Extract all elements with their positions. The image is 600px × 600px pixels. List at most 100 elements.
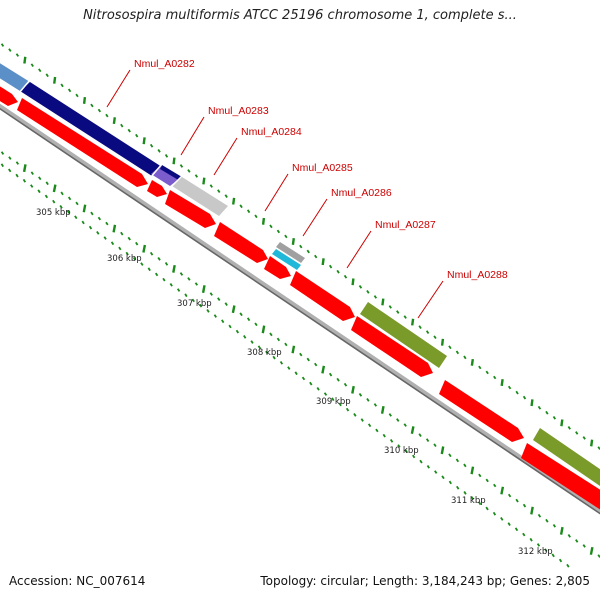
minor-tick bbox=[206, 309, 210, 313]
minor-tick bbox=[382, 433, 386, 438]
minor-tick bbox=[0, 151, 5, 155]
minor-tick bbox=[470, 496, 475, 500]
minor-tick bbox=[316, 387, 320, 391]
minor-tick bbox=[522, 532, 526, 537]
minor-tick bbox=[338, 402, 342, 407]
major-tick bbox=[530, 506, 534, 515]
major-tick bbox=[22, 164, 27, 173]
gene-label-nmul-a0285[interactable]: Nmul_A0285 bbox=[292, 162, 353, 174]
gene-red-2[interactable] bbox=[17, 98, 148, 187]
gene-label-nmul-a0287[interactable]: Nmul_A0287 bbox=[375, 219, 436, 231]
minor-tick bbox=[306, 249, 310, 254]
major-tick bbox=[231, 305, 236, 314]
minor-tick bbox=[199, 303, 203, 308]
minor-tick bbox=[75, 201, 79, 206]
minor-tick bbox=[217, 189, 221, 194]
minor-tick bbox=[463, 463, 467, 468]
minor-tick bbox=[366, 398, 370, 402]
gene-label-nmul-a0286[interactable]: Nmul_A0286 bbox=[331, 187, 392, 199]
gene-nmul-a0284[interactable] bbox=[172, 177, 228, 216]
minor-tick bbox=[284, 342, 288, 347]
minor-tick bbox=[30, 63, 34, 68]
gene-label-nmul-a0282[interactable]: Nmul_A0282 bbox=[134, 58, 195, 70]
minor-tick bbox=[522, 503, 527, 508]
gene-nmul-a0283-strand[interactable] bbox=[160, 165, 182, 181]
minor-tick bbox=[127, 236, 131, 241]
minor-tick bbox=[426, 465, 430, 469]
gene-nmul-a0283[interactable] bbox=[151, 166, 180, 186]
gene-label-nmul-a0284[interactable]: Nmul_A0284 bbox=[241, 126, 302, 138]
minor-tick bbox=[331, 397, 335, 402]
minor-tick bbox=[287, 366, 291, 370]
minor-tick bbox=[74, 215, 78, 220]
minor-tick bbox=[514, 527, 519, 532]
minor-tick bbox=[254, 214, 258, 219]
minor-tick bbox=[187, 169, 191, 173]
minor-tick bbox=[433, 443, 437, 448]
major-tick bbox=[410, 426, 415, 435]
gene-nmul-a0288[interactable] bbox=[360, 302, 447, 368]
gene-right-olive[interactable] bbox=[533, 428, 600, 488]
minor-tick bbox=[235, 329, 240, 334]
gene-red-5[interactable] bbox=[214, 222, 268, 263]
scale-label: 306 kbp bbox=[107, 254, 142, 264]
scale-label: 312 kbp bbox=[518, 547, 553, 557]
gene-label-nmul-a0283[interactable]: Nmul_A0283 bbox=[208, 105, 269, 117]
gene-nmul-a0282[interactable] bbox=[20, 82, 162, 176]
minor-tick bbox=[15, 161, 20, 165]
minor-tick bbox=[45, 73, 49, 78]
minor-tick bbox=[194, 174, 199, 178]
minor-tick bbox=[279, 361, 284, 365]
major-tick bbox=[142, 244, 147, 253]
gene-red-6[interactable] bbox=[264, 256, 291, 279]
minor-tick bbox=[0, 163, 4, 168]
minor-tick bbox=[38, 68, 42, 73]
minor-tick bbox=[478, 365, 482, 370]
gene-red-9[interactable] bbox=[439, 380, 524, 442]
major-tick bbox=[500, 379, 504, 387]
minor-tick bbox=[246, 317, 251, 322]
minor-tick bbox=[404, 449, 408, 454]
major-tick bbox=[530, 399, 534, 407]
major-tick bbox=[172, 157, 176, 165]
minor-tick bbox=[96, 231, 100, 235]
minor-tick bbox=[30, 171, 34, 176]
gene-nmul-a0286[interactable] bbox=[272, 249, 301, 270]
gene-red-3[interactable] bbox=[147, 180, 167, 197]
gene-left-steelblue[interactable] bbox=[0, 57, 30, 91]
gene-red-1[interactable] bbox=[0, 80, 18, 106]
minor-tick bbox=[545, 410, 549, 415]
gene-red-10[interactable] bbox=[521, 443, 600, 516]
major-tick bbox=[351, 278, 355, 286]
minor-tick bbox=[75, 93, 79, 98]
minor-tick bbox=[209, 292, 213, 296]
minor-tick bbox=[529, 537, 533, 542]
minor-tick bbox=[403, 423, 407, 427]
minor-tick bbox=[575, 431, 579, 435]
gene-red-4[interactable] bbox=[165, 190, 216, 228]
minor-tick bbox=[179, 164, 184, 168]
minor-tick bbox=[389, 439, 394, 443]
minor-tick bbox=[396, 310, 400, 314]
major-tick bbox=[440, 446, 445, 455]
minor-tick bbox=[366, 290, 370, 294]
gene-label-nmul-a0288[interactable]: Nmul_A0288 bbox=[447, 269, 508, 281]
minor-tick bbox=[373, 295, 378, 299]
major-tick bbox=[291, 238, 295, 245]
minor-tick bbox=[441, 475, 445, 480]
minor-tick bbox=[328, 372, 333, 377]
minor-tick bbox=[184, 293, 188, 298]
gene-red-7[interactable] bbox=[290, 271, 355, 321]
gene-red-8[interactable] bbox=[351, 316, 433, 377]
minor-tick bbox=[403, 315, 407, 319]
major-tick bbox=[381, 298, 385, 306]
minor-tick bbox=[375, 428, 379, 433]
minor-tick bbox=[314, 254, 318, 259]
minor-tick bbox=[276, 229, 281, 234]
gene-separators bbox=[18, 79, 183, 189]
minor-tick bbox=[522, 395, 527, 400]
gene-nmul-a0285-a[interactable] bbox=[276, 242, 305, 263]
minor-tick bbox=[38, 176, 42, 181]
minor-tick bbox=[120, 123, 124, 128]
